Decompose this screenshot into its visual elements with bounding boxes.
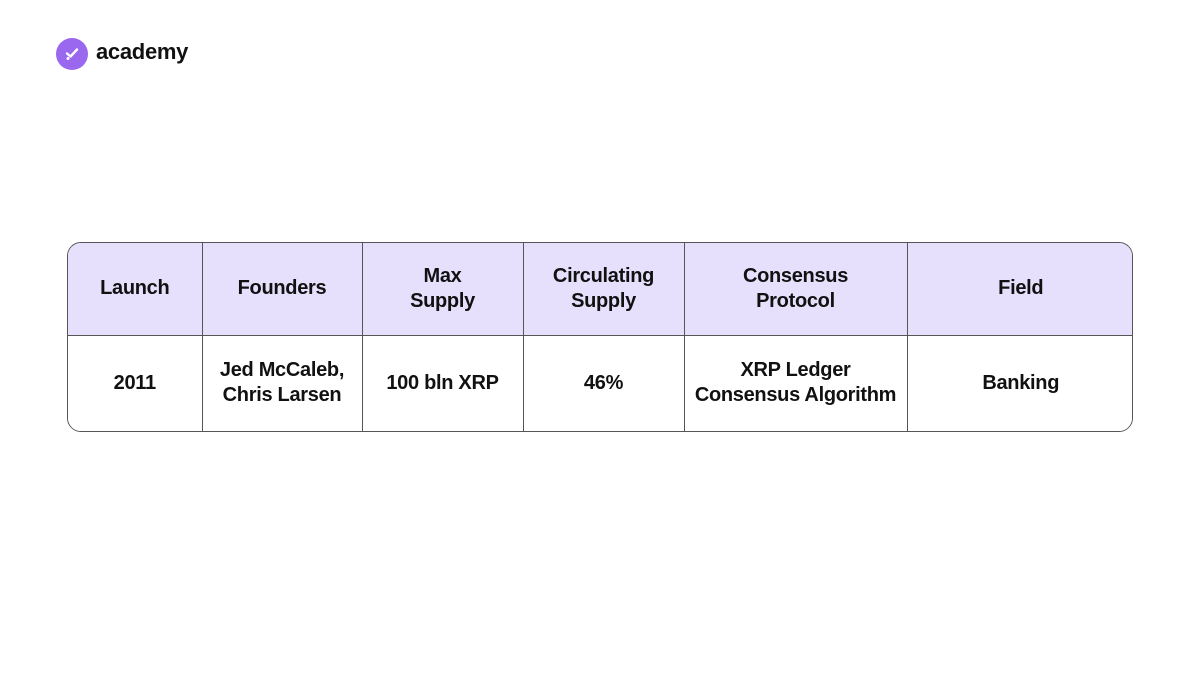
brand-logo[interactable]: academy [56,38,188,70]
table-header-row: Launch Founders Max Supply Circulating Sup… [68,243,1132,336]
cell-founders: Jed McCaleb, Chris Larsen [202,335,363,431]
header-consensus-protocol: Consensus Protocol [684,243,908,336]
crypto-info-table: Launch Founders Max Supply Circulating Sup… [67,242,1133,432]
header-launch: Launch [68,243,203,336]
table-row: 2011 Jed McCaleb, Chris Larsen 100 bln XR… [68,335,1132,431]
brand-name: academy [96,39,189,64]
header-founders: Founders [202,243,363,336]
cell-consensus-protocol: XRP Ledger Consensus Algorithm [684,335,908,431]
header-max-supply: Max Supply [362,243,524,336]
header-circulating-supply: Circulating Supply [523,243,685,336]
cell-max-supply: 100 bln XRP [362,335,524,431]
cell-circulating-supply: 46% [523,335,685,431]
header-field: Field [907,243,1132,336]
cell-field: Banking [982,371,1060,394]
checkmark-circle-icon [56,38,88,70]
cell-launch: 2011 [68,335,203,431]
